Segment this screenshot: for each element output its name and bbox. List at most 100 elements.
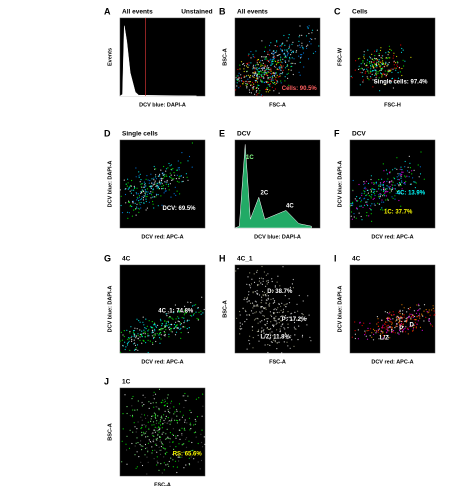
event-dot bbox=[361, 67, 363, 69]
event-dot bbox=[248, 64, 250, 66]
event-dot bbox=[204, 443, 206, 445]
event-dot bbox=[163, 447, 165, 449]
event-dot bbox=[370, 191, 372, 193]
event-dot bbox=[395, 69, 397, 71]
event-dot bbox=[377, 61, 379, 64]
event-dot bbox=[191, 315, 193, 317]
event-dot bbox=[126, 449, 128, 451]
event-dot bbox=[138, 175, 140, 177]
event-dot bbox=[184, 421, 186, 423]
event-dot bbox=[368, 215, 370, 217]
event-dot bbox=[141, 405, 143, 407]
event-dot bbox=[378, 185, 380, 187]
event-dot bbox=[361, 194, 363, 196]
event-dot bbox=[145, 198, 147, 200]
event-dot bbox=[369, 207, 371, 210]
event-dot bbox=[272, 56, 274, 59]
event-dot bbox=[167, 185, 170, 187]
event-dot bbox=[404, 320, 406, 322]
histogram bbox=[234, 144, 312, 229]
event-dot bbox=[382, 163, 384, 165]
event-dot bbox=[259, 321, 261, 323]
event-dot bbox=[276, 311, 278, 314]
event-dot bbox=[290, 54, 292, 56]
event-dot bbox=[238, 87, 240, 89]
event-dot bbox=[366, 70, 369, 72]
event-dot bbox=[262, 66, 264, 69]
event-dot bbox=[419, 326, 422, 328]
event-dot bbox=[255, 311, 257, 313]
event-dot bbox=[168, 317, 170, 319]
event-dot bbox=[160, 180, 163, 182]
event-dot bbox=[376, 323, 378, 325]
event-dot bbox=[382, 332, 384, 334]
event-dot bbox=[310, 43, 312, 45]
event-dot bbox=[153, 165, 155, 168]
event-dot bbox=[385, 57, 387, 59]
event-dot bbox=[266, 333, 268, 335]
event-dot bbox=[244, 321, 246, 323]
event-dot bbox=[198, 397, 200, 399]
event-dot bbox=[253, 281, 256, 283]
event-dot bbox=[275, 72, 277, 74]
event-dot bbox=[371, 64, 373, 66]
event-dot bbox=[364, 72, 366, 74]
event-dot bbox=[203, 436, 205, 438]
event-dot bbox=[267, 281, 269, 283]
event-dot bbox=[131, 442, 133, 445]
event-dot bbox=[383, 188, 385, 190]
event-dot bbox=[284, 332, 286, 334]
event-dot bbox=[283, 336, 285, 338]
event-dot bbox=[273, 319, 275, 321]
event-dot bbox=[254, 65, 256, 67]
event-dot bbox=[384, 84, 386, 86]
event-dot bbox=[236, 75, 238, 77]
event-dot bbox=[275, 51, 277, 54]
event-dot bbox=[270, 64, 272, 66]
event-dot bbox=[401, 331, 404, 333]
gate-label: D: 38.7% bbox=[267, 289, 293, 295]
event-dot bbox=[236, 82, 238, 84]
event-dot bbox=[236, 317, 238, 319]
event-dot bbox=[133, 336, 135, 338]
event-dot bbox=[144, 447, 147, 450]
event-dot bbox=[173, 327, 175, 329]
event-dot bbox=[423, 178, 425, 180]
event-dot bbox=[166, 405, 168, 407]
event-dot bbox=[363, 63, 366, 65]
event-dot bbox=[286, 51, 288, 53]
event-dot bbox=[264, 344, 266, 346]
event-dot bbox=[404, 182, 406, 184]
event-dot bbox=[165, 415, 167, 417]
event-dot bbox=[311, 38, 313, 40]
event-dot bbox=[265, 285, 267, 287]
event-dot bbox=[291, 319, 293, 321]
event-dot bbox=[404, 175, 406, 177]
event-dot bbox=[239, 68, 241, 70]
event-dot bbox=[397, 315, 399, 317]
event-dot bbox=[271, 59, 273, 61]
event-dot bbox=[261, 265, 263, 268]
event-dot bbox=[178, 403, 181, 405]
event-dot bbox=[152, 196, 154, 198]
event-dot bbox=[406, 317, 408, 319]
event-dot bbox=[197, 442, 199, 445]
event-dot bbox=[141, 413, 143, 415]
event-dot bbox=[157, 175, 159, 177]
event-dot bbox=[267, 297, 269, 299]
event-dot bbox=[239, 310, 241, 313]
event-dot bbox=[409, 308, 411, 310]
event-dot bbox=[379, 72, 382, 74]
event-dot bbox=[252, 89, 254, 91]
event-dot bbox=[126, 211, 129, 213]
event-dot bbox=[419, 173, 422, 175]
event-dot bbox=[136, 193, 138, 195]
event-dot bbox=[381, 199, 383, 201]
event-dot bbox=[410, 313, 412, 315]
event-dot bbox=[164, 449, 166, 451]
event-dot bbox=[402, 49, 404, 51]
event-dot bbox=[256, 317, 258, 319]
event-dot bbox=[387, 57, 389, 59]
event-dot bbox=[252, 68, 254, 70]
